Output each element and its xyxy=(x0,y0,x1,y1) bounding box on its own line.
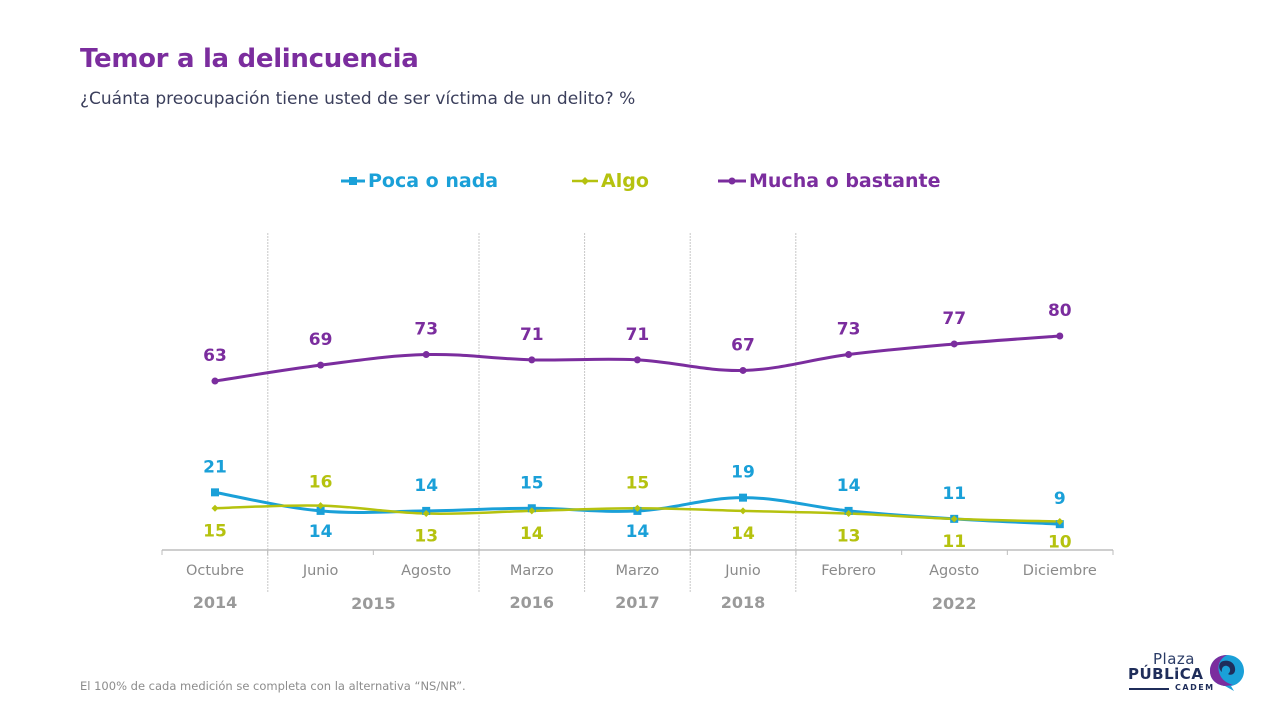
data-label-poca: 21 xyxy=(203,457,227,477)
chart-legend: Poca o nada Algo Mucha o bastante xyxy=(0,170,1274,198)
data-point-algo xyxy=(950,515,958,523)
data-label-algo: 10 xyxy=(1048,533,1072,553)
plaza-publica-logo: Plaza PÚBLiCA CADEM xyxy=(1125,650,1250,695)
speech-bubble-logo-icon xyxy=(1210,655,1244,691)
year-label: 2016 xyxy=(510,593,555,612)
data-point-algo xyxy=(739,507,747,515)
logo-text-plaza: Plaza xyxy=(1153,650,1195,668)
data-point-algo xyxy=(1056,518,1064,525)
data-label-algo: 16 xyxy=(309,473,333,493)
year-label: 2022 xyxy=(932,594,977,613)
data-point-mucha xyxy=(211,377,219,385)
x-tick-label: Marzo xyxy=(510,563,554,579)
footnote: El 100% de cada medición se completa con… xyxy=(80,679,466,693)
legend-marker-square-icon xyxy=(341,177,365,185)
x-tick-label: Junio xyxy=(302,563,339,579)
logo-underline xyxy=(1129,688,1169,690)
data-point-mucha xyxy=(1056,332,1064,340)
data-label-algo: 14 xyxy=(731,524,755,544)
data-label-mucha: 67 xyxy=(731,335,755,355)
legend-label: Mucha o bastante xyxy=(749,170,941,192)
data-point-mucha xyxy=(845,351,853,359)
legend-marker-diamond-icon xyxy=(572,177,598,185)
data-label-mucha: 73 xyxy=(837,320,861,340)
data-point-mucha xyxy=(633,356,641,364)
legend-item-algo: Algo xyxy=(571,170,649,192)
data-point-mucha xyxy=(950,340,958,348)
data-label-algo: 14 xyxy=(520,524,544,544)
x-tick-label: Agosto xyxy=(929,563,979,579)
data-label-mucha: 77 xyxy=(942,309,966,329)
legend-marker-circle-icon xyxy=(718,177,746,185)
page-title: Temor a la delincuencia xyxy=(80,44,419,74)
data-point-mucha xyxy=(422,351,430,359)
data-label-algo: 15 xyxy=(626,473,650,493)
x-tick-label: Diciembre xyxy=(1023,563,1097,579)
x-tick-label: Febrero xyxy=(821,563,876,579)
year-label: 2014 xyxy=(193,593,238,612)
data-point-poca xyxy=(211,488,219,497)
data-label-mucha: 71 xyxy=(626,325,650,345)
x-tick-label: Agosto xyxy=(401,563,451,579)
logo-text-cadem: CADEM xyxy=(1175,683,1215,692)
year-label: 2018 xyxy=(721,593,766,612)
data-point-algo xyxy=(528,507,536,515)
legend-label: Algo xyxy=(601,170,649,192)
data-point-poca xyxy=(316,506,325,515)
data-label-mucha: 71 xyxy=(520,325,544,345)
data-label-poca: 15 xyxy=(520,473,544,493)
data-point-algo xyxy=(845,510,853,518)
data-point-algo xyxy=(317,502,325,510)
x-tick-label: Junio xyxy=(724,563,761,579)
data-label-poca: 14 xyxy=(309,522,333,542)
data-label-algo: 13 xyxy=(414,527,438,547)
data-point-mucha xyxy=(528,356,536,364)
legend-item-mucha: Mucha o bastante xyxy=(717,170,940,192)
data-point-poca xyxy=(739,493,747,502)
page-subtitle: ¿Cuánta preocupación tiene usted de ser … xyxy=(80,89,636,109)
data-label-algo: 15 xyxy=(203,521,227,541)
data-label-poca: 11 xyxy=(942,484,966,504)
data-point-mucha xyxy=(317,361,325,369)
data-label-poca: 19 xyxy=(731,463,755,483)
data-label-mucha: 80 xyxy=(1048,301,1072,321)
logo-text-publica: PÚBLiCA xyxy=(1128,665,1204,683)
data-point-algo xyxy=(422,510,430,518)
data-point-algo xyxy=(633,504,641,512)
data-label-algo: 13 xyxy=(837,527,861,547)
data-label-mucha: 63 xyxy=(203,346,227,366)
year-label: 2015 xyxy=(351,594,396,613)
data-point-algo xyxy=(211,504,219,512)
legend-item-poca: Poca o nada xyxy=(340,170,498,192)
data-label-poca: 14 xyxy=(414,476,438,496)
data-label-poca: 9 xyxy=(1054,489,1066,509)
legend-label: Poca o nada xyxy=(368,170,499,192)
data-label-poca: 14 xyxy=(626,522,650,542)
x-tick-label: Marzo xyxy=(615,563,659,579)
year-label: 2017 xyxy=(615,593,660,612)
data-label-mucha: 69 xyxy=(309,330,333,350)
data-label-algo: 11 xyxy=(942,532,966,552)
x-tick-label: Octubre xyxy=(186,563,244,579)
data-label-poca: 14 xyxy=(837,476,861,496)
data-label-mucha: 73 xyxy=(414,320,438,340)
data-point-mucha xyxy=(739,366,747,374)
